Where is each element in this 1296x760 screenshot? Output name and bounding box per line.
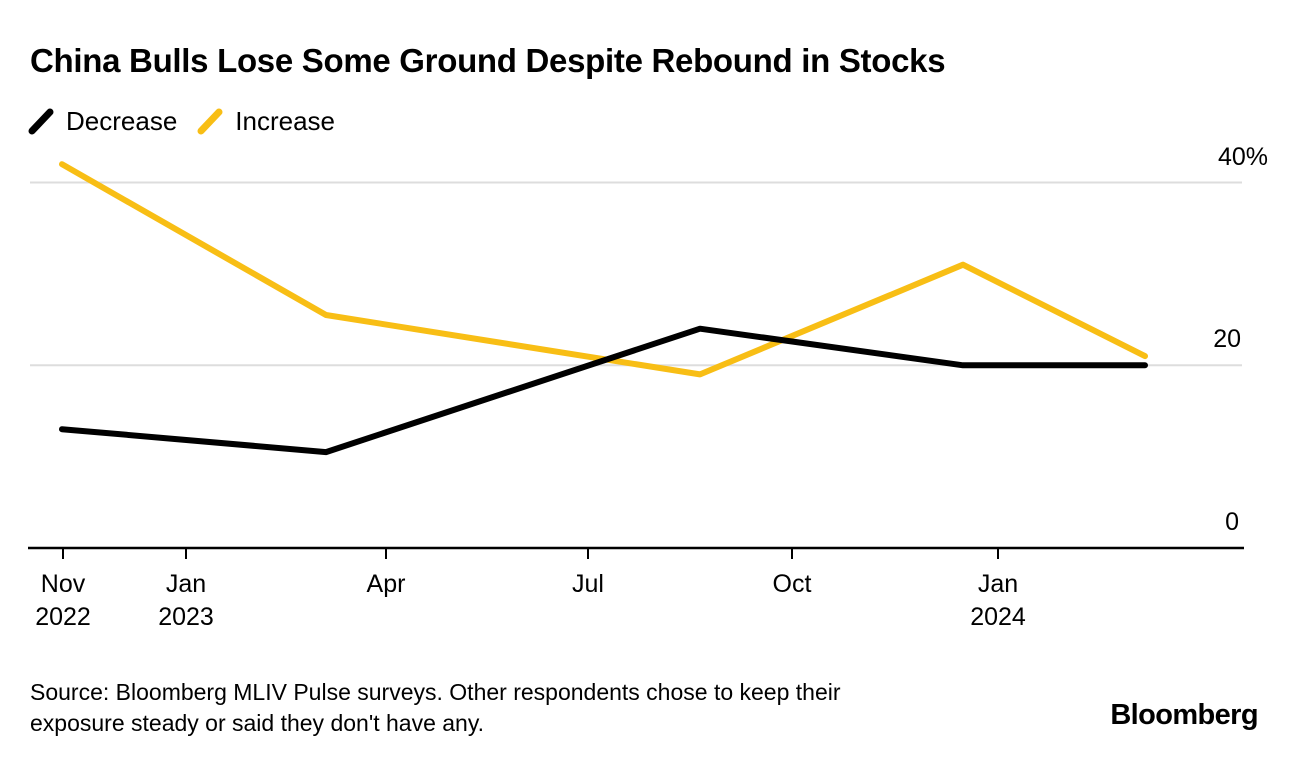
x-axis-label: Apr bbox=[366, 570, 406, 598]
source-note-line2: exposure steady or said they don't have … bbox=[30, 710, 485, 736]
decrease-line-swatch-icon bbox=[28, 108, 54, 135]
x-axis-label: Nov bbox=[40, 570, 86, 598]
x-axis-year-label: 2022 bbox=[35, 603, 91, 631]
chart-title: China Bulls Lose Some Ground Despite Reb… bbox=[30, 42, 946, 79]
x-axis-year-label: 2024 bbox=[970, 603, 1026, 631]
y-axis-label: 20 bbox=[1213, 325, 1241, 354]
y-axis-label: 40% bbox=[1217, 142, 1268, 171]
legend-label-increase: Increase bbox=[235, 106, 336, 136]
legend-item-increase: Increase bbox=[197, 106, 335, 137]
bloomberg-logo: Bloomberg bbox=[1110, 699, 1258, 731]
x-axis-label: Jan bbox=[977, 570, 1019, 598]
source-note: Source: Bloomberg MLIV Pulse surveys. Ot… bbox=[30, 677, 841, 739]
y-axis-label: 0 bbox=[1225, 508, 1239, 536]
x-axis-label: Jul bbox=[572, 570, 604, 598]
series-line-increase bbox=[59, 161, 1148, 378]
increase-line-swatch-icon bbox=[197, 108, 223, 135]
legend-label-decrease: Decrease bbox=[66, 106, 178, 136]
legend-item-decrease: Decrease bbox=[28, 106, 177, 137]
x-axis-year-label: 2023 bbox=[158, 603, 214, 631]
x-axis-label: Jan bbox=[165, 570, 207, 598]
x-axis-label: Oct bbox=[772, 570, 812, 598]
source-note-line1: Source: Bloomberg MLIV Pulse surveys. Ot… bbox=[30, 679, 841, 705]
series-line-decrease bbox=[59, 325, 1148, 456]
chart-legend: Decrease Increase bbox=[28, 106, 335, 137]
